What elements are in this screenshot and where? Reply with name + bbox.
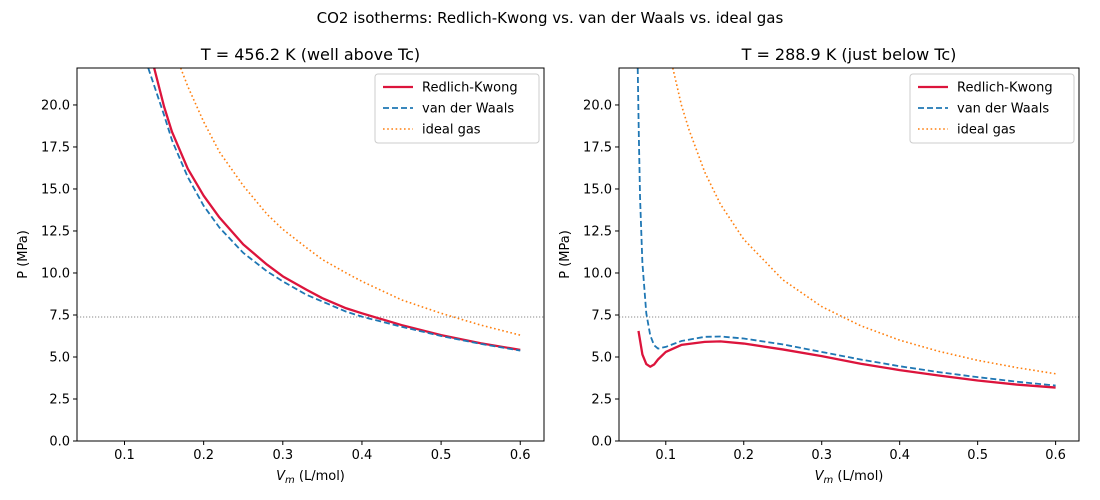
x-tick-label: 0.3 <box>811 448 832 463</box>
legend-label: Redlich-Kwong <box>957 81 1053 96</box>
legend-label: Redlich-Kwong <box>422 81 518 96</box>
y-tick-label: 20.0 <box>583 98 612 113</box>
panel-right: 0.1 0.2 0.3 0.4 0.5 0.6 0.0 2.5 5.0 7.5 10.0 12.5 15… <box>558 45 1080 486</box>
legend-label: ideal gas <box>422 123 481 138</box>
x-tick-label: 0.2 <box>193 448 214 463</box>
y-tick-label: 7.5 <box>49 308 70 323</box>
y-tick-label: 12.5 <box>41 224 70 239</box>
x-axis-title: Vm (L/mol) <box>276 469 345 486</box>
x-tick-label: 0.3 <box>272 448 293 463</box>
series-line-van-der-waals <box>636 68 1056 387</box>
y-tick-label: 5.0 <box>591 350 612 365</box>
panel-title: T = 456.2 K (well above Tc) <box>200 45 420 64</box>
x-tick-label: 0.1 <box>114 448 135 463</box>
y-tick-label: 12.5 <box>583 224 612 239</box>
y-tick-label: 20.0 <box>41 98 70 113</box>
y-tick-label: 15.0 <box>41 182 70 197</box>
y-tick-label: 5.0 <box>49 350 70 365</box>
axes-frame <box>618 67 1080 442</box>
y-axis-title: P (MPa) <box>558 230 573 279</box>
y-tick-label: 2.5 <box>591 392 612 407</box>
y-tick-label: 0.0 <box>591 435 612 450</box>
figure-title: CO2 isotherms: Redlich-Kwong vs. van der… <box>317 9 784 27</box>
y-tick-label: 15.0 <box>583 182 612 197</box>
x-tick-label: 0.6 <box>1045 448 1066 463</box>
y-tick-label: 2.5 <box>49 392 70 407</box>
series-line-van-der-waals <box>147 68 521 352</box>
panel-left: 0.1 0.2 0.3 0.4 0.5 0.6 0.0 2.5 5.0 7.5 10.0 12.5 15… <box>16 45 545 486</box>
series-line-redlich-kwong <box>637 330 1056 389</box>
y-tick-label: 0.0 <box>49 435 70 450</box>
legend-label: van der Waals <box>422 102 514 117</box>
y-tick-label: 7.5 <box>591 308 612 323</box>
x-tick-label: 0.1 <box>655 448 676 463</box>
x-tick-label: 0.5 <box>967 448 988 463</box>
legend: Redlich-Kwong van der Waals ideal gas <box>374 73 540 144</box>
legend-label: van der Waals <box>957 102 1049 117</box>
panel-title: T = 288.9 K (just below Tc) <box>741 45 957 64</box>
series-line-ideal-gas <box>179 68 521 336</box>
x-axis-title: Vm (L/mol) <box>815 469 884 486</box>
y-tick-label: 10.0 <box>583 266 612 281</box>
x-tick-label: 0.6 <box>510 448 531 463</box>
x-tick-label: 0.5 <box>431 448 452 463</box>
x-tick-label: 0.2 <box>733 448 754 463</box>
x-tick-label: 0.4 <box>889 448 910 463</box>
axes-frame <box>76 67 545 442</box>
y-tick-label: 17.5 <box>583 140 612 155</box>
y-tick-label: 17.5 <box>41 140 70 155</box>
x-tick-label: 0.4 <box>352 448 373 463</box>
series-line-redlich-kwong <box>153 68 521 352</box>
legend: Redlich-Kwong van der Waals ideal gas <box>909 73 1075 144</box>
y-tick-label: 10.0 <box>41 266 70 281</box>
legend-label: ideal gas <box>957 123 1016 138</box>
y-axis-title: P (MPa) <box>16 230 31 279</box>
series-line-ideal-gas <box>672 68 1056 375</box>
